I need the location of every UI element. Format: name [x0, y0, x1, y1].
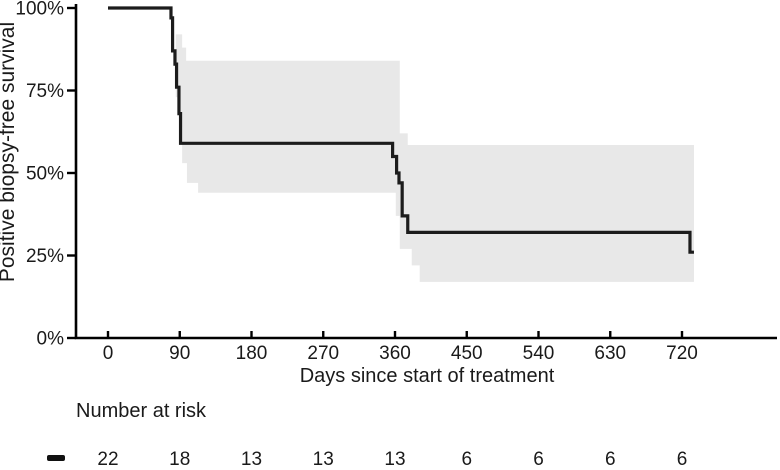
survival-curve-line: [108, 6, 694, 254]
x-tick-label: 630: [594, 343, 626, 364]
y-tick-label: 0%: [37, 329, 65, 350]
x-tick-label: 360: [379, 343, 411, 364]
at-risk-counts-row: 22 18 13 13 13 6 6 6 6: [97, 449, 687, 470]
x-axis-label: Days since start of treatment: [300, 365, 555, 387]
number-at-risk-title: Number at risk: [76, 400, 207, 422]
y-tick-labels: 0% 25% 50% 75% 100%: [15, 0, 64, 350]
x-tick-labels: 0 90 180 270 360 450 540 630 720: [103, 343, 698, 364]
group-legend-dash-icon: [47, 455, 65, 461]
at-risk-count: 6: [533, 449, 544, 470]
y-tick-label: 75%: [26, 81, 64, 102]
x-tick-label: 0: [103, 343, 114, 364]
y-tick-label: 50%: [26, 164, 64, 185]
y-tick-label: 25%: [26, 246, 64, 267]
at-risk-count: 22: [97, 449, 118, 470]
x-tick-label: 540: [523, 343, 555, 364]
at-risk-count: 13: [313, 449, 334, 470]
y-axis-label: Positive biopsy-free survival: [0, 22, 19, 282]
at-risk-count: 13: [241, 449, 262, 470]
at-risk-count: 18: [169, 449, 190, 470]
at-risk-count: 13: [384, 449, 405, 470]
ci-band-area: [175, 34, 694, 282]
x-tick-label: 180: [236, 343, 268, 364]
at-risk-count: 6: [461, 449, 472, 470]
axes: [67, 4, 777, 340]
x-tick-label: 90: [169, 343, 190, 364]
ci-band: [175, 34, 694, 282]
x-tick-label: 720: [666, 343, 698, 364]
at-risk-count: 6: [605, 449, 616, 470]
y-tick-label: 100%: [15, 0, 64, 20]
x-tick-label: 450: [451, 343, 483, 364]
at-risk-count: 6: [677, 449, 688, 470]
x-tick-label: 270: [307, 343, 339, 364]
survival-curve: [108, 6, 694, 254]
